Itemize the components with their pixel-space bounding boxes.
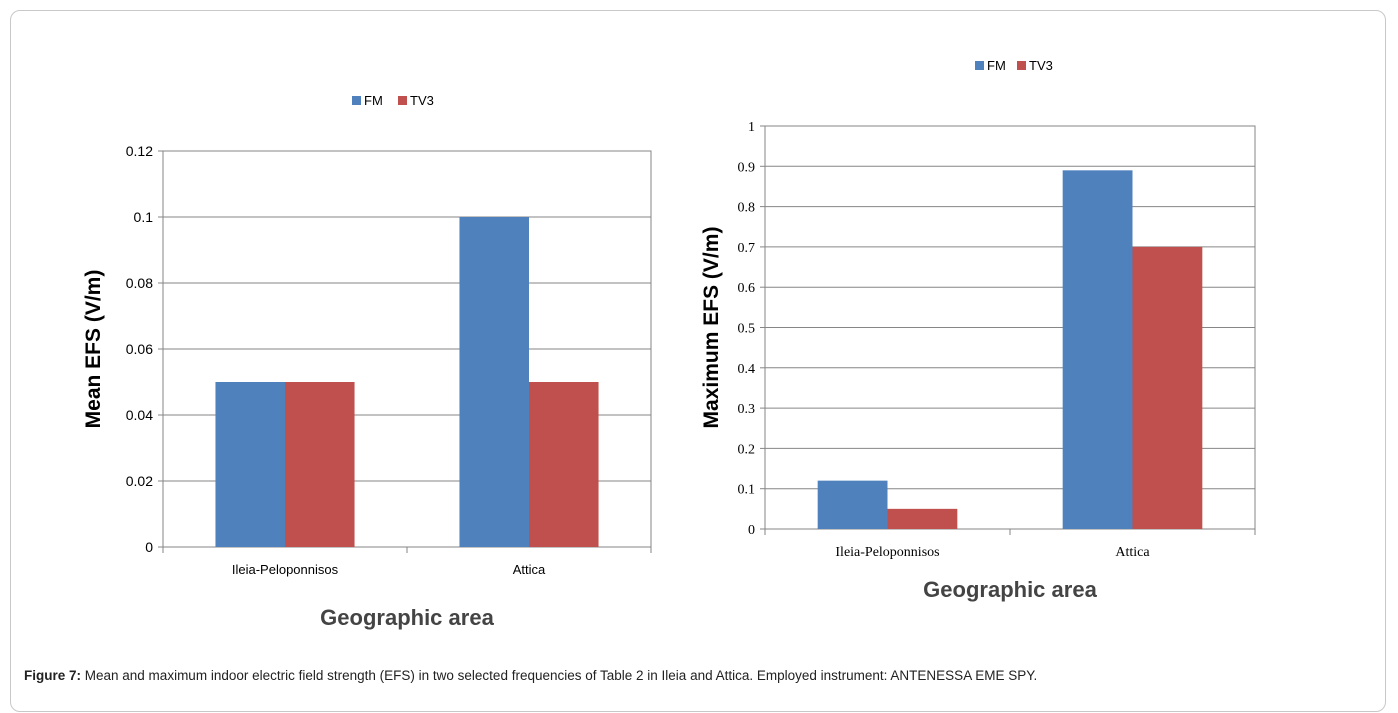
bar-fm-2 — [459, 217, 529, 547]
legend-swatch-tv3 — [1017, 61, 1026, 70]
y-tick-label: 0.1 — [738, 483, 756, 498]
caption-text: Mean and maximum indoor electric field s… — [81, 668, 1038, 683]
legend-swatch-fm — [352, 96, 361, 105]
legend-swatch-tv3 — [398, 96, 407, 105]
y-tick-label: 0.04 — [126, 407, 153, 423]
x-axis-title: Geographic area — [923, 577, 1097, 602]
bar-fm-1 — [215, 382, 285, 547]
x-category-label: Attica — [1115, 545, 1150, 560]
figure-frame — [10, 10, 1386, 712]
y-tick-label: 0 — [145, 539, 153, 555]
bar-tv3-1 — [285, 382, 355, 547]
bar-fm-1 — [817, 480, 888, 529]
y-axis-title: Mean EFS (V/m) — [82, 270, 105, 429]
y-tick-label: 0.7 — [738, 241, 756, 256]
y-tick-label: 1 — [748, 120, 755, 135]
bar-fm-2 — [1062, 170, 1133, 529]
legend-label-fm: FM — [987, 58, 1006, 73]
legend-label-tv3: TV3 — [1029, 58, 1053, 73]
x-category-label: Ileia-Peloponnisos — [835, 545, 939, 560]
y-tick-label: 0.06 — [126, 341, 153, 357]
y-tick-label: 0.3 — [738, 402, 756, 417]
y-tick-label: 0.08 — [126, 275, 153, 291]
figure-caption: Figure 7: Mean and maximum indoor electr… — [24, 668, 1384, 683]
maximum-efs-chart: 0 0.1 0.2 0.3 0.4 0.5 0.6 0.7 0.8 0.9 1 Ileia-Pelop… — [700, 58, 1256, 602]
y-tick-label: 0.4 — [738, 362, 756, 377]
bar-tv3-2 — [1132, 246, 1203, 529]
y-tick-label: 0.5 — [738, 322, 756, 337]
x-category-label: Ileia-Peloponnisos — [232, 562, 339, 577]
legend-label-tv3: TV3 — [410, 93, 434, 108]
legend-label-fm: FM — [364, 93, 383, 108]
x-axis-title: Geographic area — [320, 605, 494, 630]
y-tick-label: 0.6 — [738, 281, 756, 296]
y-tick-label: 0.1 — [134, 209, 154, 225]
y-tick-label: 0.12 — [126, 143, 153, 159]
y-tick-label: 0.9 — [738, 160, 756, 175]
y-tick-label: 0.02 — [126, 473, 153, 489]
mean-efs-chart: 0 0.02 0.04 0.06 0.08 0.1 0.12 Ileia-Peloponnis… — [82, 93, 652, 630]
bar-tv3-1 — [887, 508, 958, 529]
y-axis-title: Maximum EFS (V/m) — [700, 227, 723, 429]
y-tick-label: 0.2 — [738, 442, 756, 457]
y-tick-label: 0 — [748, 523, 755, 538]
x-category-label: Attica — [513, 562, 546, 577]
y-tick-label: 0.8 — [738, 201, 756, 216]
bar-tv3-2 — [529, 382, 599, 547]
caption-label: Figure 7: — [24, 668, 82, 683]
legend-swatch-fm — [975, 61, 984, 70]
